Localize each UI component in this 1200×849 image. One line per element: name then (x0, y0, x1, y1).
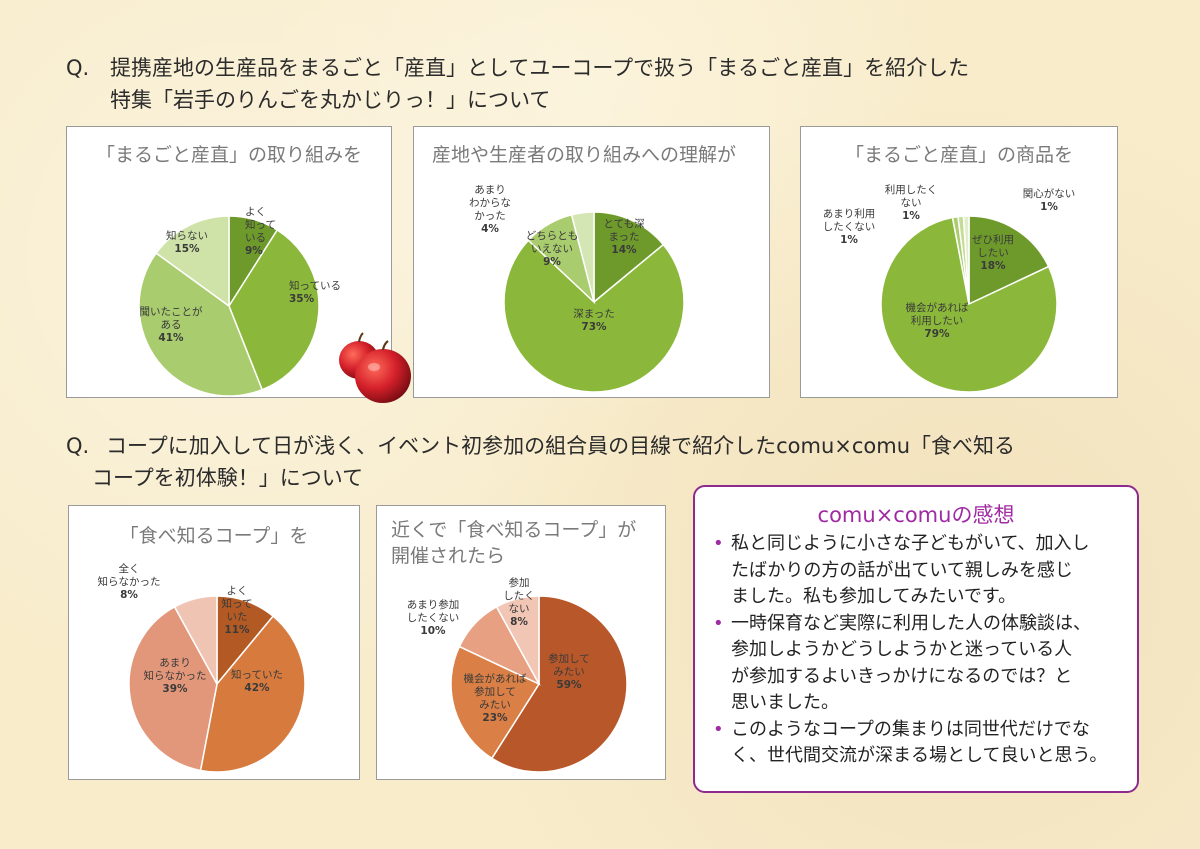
slice-label: よく知っていた 11% (222, 585, 253, 636)
pie-slice (173, 595, 218, 685)
chart-title: 「食べ知るコープ」を (120, 525, 309, 547)
comment-line: 一時保育など実際に利用した人の体験談は、 (731, 612, 1091, 634)
slice-label: 関心がない 1% (1023, 187, 1076, 213)
pie-slice (495, 595, 540, 685)
slice-label: 知っていた 42% (231, 668, 283, 694)
pie-slice (962, 215, 970, 305)
pie-slice (593, 211, 665, 304)
pie-slice (503, 239, 685, 393)
slice-label: どちらともいえない 9% (526, 230, 579, 268)
slice-label: 参加してみたい 59% (548, 652, 590, 691)
slice-label: とても深まった 14% (603, 218, 644, 256)
pie-slice (570, 211, 595, 303)
slice-label: 機会があれば参加してみたい 23% (464, 672, 527, 724)
comment-line: 参加しようかどうしようかと迷っている人 (731, 639, 1073, 660)
slice-label: 深まった 73% (573, 308, 615, 333)
slice-label: 機会があれば利用したい 79% (906, 301, 969, 340)
question-1-line-2: 特集「岩手のりんごを丸かじりっ！」について (110, 88, 551, 112)
question-2-line-1: コープに加入して日が浅く、イベント初参加の組合員の目線で紹介したcomu×com… (106, 434, 1016, 458)
comment-box: comu×comuの感想 • 私と同じように小さな子どもがいて、加入し たばかりの方… (693, 485, 1139, 793)
comment-line: が参加するよいきっかけになるのでは？と (731, 665, 1073, 687)
slice-label: 利用したくない 1% (885, 184, 938, 222)
slice-label: あまり知らなかった 39% (144, 657, 207, 695)
chart-title: 開催されたら (391, 545, 505, 567)
comment-item: • 一時保育など実際に利用した人の体験談は、 参加しようかどうしようかと迷っている人… (713, 611, 1129, 717)
comment-line: く、世代間交流が深まる場として良いと思う。 (731, 745, 1108, 766)
pie-slice (138, 252, 264, 397)
chart-title: 「まるごと産直」の商品を (845, 144, 1073, 166)
apple-illustration (339, 332, 411, 403)
pie-slice (199, 615, 306, 773)
comment-item: • このようなコープの集まりは同世代だけでな く、世代間交流が深まる場として良いと思… (713, 717, 1129, 770)
slice-label: あまり利用したくない 1% (823, 208, 876, 246)
chart-panel-participation-intent: 近くで「食べ知るコープ」が 開催されたら参加してみたい 59% 機会があれば参加してみ… (376, 505, 666, 780)
bullet-icon: • (713, 718, 724, 740)
bullet-icon: • (713, 533, 724, 554)
pie-slice (490, 595, 628, 773)
comment-title: comu×comuの感想 (817, 503, 1015, 527)
slice-label: あまり参加したくない 10% (407, 598, 460, 637)
chart-title: 「まるごと産直」の取り組みを (96, 144, 362, 166)
pie-slice (155, 215, 230, 308)
question-1: Q. 提携産地の生産品をまるごと「産直」としてユーコープで扱う「まるごと産直」を… (66, 52, 1166, 116)
slice-label: 全く知らなかった 8% (98, 562, 161, 601)
slice-label: 知っている 35% (289, 279, 341, 305)
apple-front (355, 349, 411, 403)
comment-line: ました。私も参加してみたいです。 (731, 586, 1017, 607)
slice-label: ぜひ利用したい 18% (972, 234, 1014, 272)
pie-slice (880, 216, 1058, 393)
slice-label: 参加したくない 8% (503, 576, 535, 628)
slice-label: よく知っている 9% (245, 206, 276, 257)
chart-panel-marugoto-awareness: 「まるごと産直」の取り組みをよく知っている 9% 知っている 35% 聞いたことがある 4… (66, 126, 392, 398)
chart-title: 産地や生産者の取り組みへの理解が (432, 144, 736, 166)
comment-line: 思いました。 (731, 692, 839, 713)
chart-title: 近くで「食べ知るコープ」が (391, 519, 636, 541)
comment-line: たばかりの方の話が出ていて親しみを感じ (731, 559, 1073, 581)
pie-slice (968, 215, 1050, 306)
question-2-line-2: コープを初体験！」について (92, 466, 364, 490)
pie-slice (228, 228, 320, 391)
question-1-line-1: 提携産地の生産品をまるごと「産直」としてユーコープで扱う「まるごと産直」を紹介し… (110, 56, 970, 80)
slice-label: あまりわからなかった 4% (469, 184, 511, 235)
comment-list: • 私と同じように小さな子どもがいて、加入し たばかりの方の話が出ていて親しみを感じ… (713, 531, 1129, 770)
comment-line: このようなコープの集まりは同世代だけでな (731, 718, 1090, 740)
bullet-icon: • (713, 612, 724, 634)
pie-slice (128, 605, 218, 772)
slice-label: 聞いたことがある 41% (140, 305, 203, 344)
slice-label: 知らない 15% (166, 229, 208, 255)
question-mark: Q. (66, 56, 90, 80)
question-mark: Q. (66, 434, 90, 458)
chart-panel-product-intent: 「まるごと産直」の商品をぜひ利用したい 18% 機会があれば利用したい 79% あまり利… (800, 126, 1118, 398)
comment-line: 私と同じように小さな子どもがいて、加入し (731, 533, 1090, 554)
question-2: Q. コープに加入して日が浅く、イベント初参加の組合員の目線で紹介したcomu×… (66, 430, 1166, 494)
comment-item: • 私と同じように小さな子どもがいて、加入し たばかりの方の話が出ていて親しみを感じ… (713, 531, 1129, 611)
chart-panel-tabeshiru-awareness: 「食べ知るコープ」をよく知っていた 11% 知っていた 42% あまり知らなかった 39%… (68, 505, 360, 780)
chart-panel-understanding: 産地や生産者の取り組みへの理解がとても深まった 14% 深まった 73% どちらともいえ… (413, 126, 770, 398)
